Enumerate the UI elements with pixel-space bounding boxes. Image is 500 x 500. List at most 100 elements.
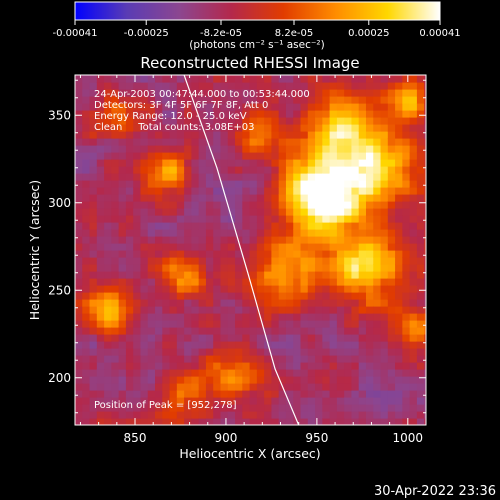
heatmap-cell	[242, 138, 251, 146]
heatmap-cell	[82, 194, 91, 202]
heatmap-cell	[264, 208, 273, 216]
heatmap-cell	[358, 201, 367, 209]
heatmap-cell	[307, 404, 316, 412]
heatmap-cell	[205, 271, 214, 279]
heatmap-cell	[176, 320, 185, 328]
heatmap-cell	[395, 285, 403, 293]
heatmap-cell	[249, 138, 258, 146]
heatmap-cell	[329, 187, 338, 195]
heatmap-cell	[140, 278, 149, 286]
heatmap-cell	[155, 89, 163, 97]
heatmap-cell	[285, 173, 294, 181]
heatmap-cell	[424, 327, 426, 335]
heatmap-cell	[235, 152, 243, 160]
heatmap-cell	[271, 124, 280, 132]
heatmap-cell	[300, 173, 309, 181]
heatmap-cell	[322, 145, 331, 153]
heatmap-cell	[111, 327, 120, 335]
annotation-time-range: 24-Apr-2003 00:47:44.000 to 00:53:44.000	[94, 89, 310, 100]
heatmap-cell	[176, 145, 185, 153]
heatmap-cell	[220, 159, 229, 167]
heatmap-cell	[271, 390, 280, 398]
heatmap-cell	[395, 376, 403, 384]
heatmap-cell	[111, 180, 120, 188]
heatmap-cell	[416, 117, 425, 125]
heatmap-cell	[205, 362, 214, 370]
heatmap-cell	[300, 411, 309, 419]
heatmap-cell	[285, 320, 294, 328]
heatmap-cell	[322, 341, 331, 349]
heatmap-cell	[387, 341, 396, 349]
heatmap-cell	[271, 362, 280, 370]
heatmap-cell	[329, 327, 338, 335]
heatmap-cell	[213, 201, 222, 209]
heatmap-cell	[191, 292, 200, 300]
heatmap-cell	[96, 152, 105, 160]
heatmap-cell	[104, 334, 112, 342]
heatmap-cell	[147, 124, 156, 132]
heatmap-cell	[336, 278, 345, 286]
heatmap-cell	[125, 271, 134, 279]
heatmap-cell	[176, 82, 185, 90]
heatmap-cell	[242, 355, 251, 363]
heatmap-cell	[89, 124, 98, 132]
heatmap-cell	[329, 236, 338, 244]
heatmap-cell	[409, 411, 418, 419]
heatmap-cell	[358, 271, 367, 279]
heatmap-cell	[373, 250, 382, 258]
heatmap-cell	[395, 313, 403, 321]
heatmap-cell	[293, 103, 302, 111]
heatmap-cell	[242, 362, 251, 370]
heatmap-cell	[147, 348, 156, 356]
heatmap-cell	[380, 96, 389, 104]
heatmap-cell	[227, 138, 236, 146]
heatmap-cell	[307, 103, 316, 111]
heatmap-cell	[125, 334, 134, 342]
heatmap-cell	[300, 299, 309, 307]
heatmap-cell	[155, 271, 163, 279]
heatmap-cell	[220, 166, 229, 174]
heatmap-cell	[365, 187, 374, 195]
heatmap-cell	[402, 334, 411, 342]
heatmap-cell	[300, 327, 309, 335]
x-tick-label: 850	[124, 431, 147, 445]
heatmap-cell	[424, 334, 426, 342]
heatmap-cell	[96, 89, 105, 97]
colorbar-tick-label: 0.00025	[348, 28, 389, 39]
heatmap-cell	[344, 89, 353, 97]
heatmap-cell	[293, 320, 302, 328]
heatmap-cell	[176, 229, 185, 237]
heatmap-cell	[118, 152, 127, 160]
heatmap-cell	[162, 376, 171, 384]
heatmap-cell	[82, 89, 91, 97]
heatmap-cell	[344, 299, 353, 307]
heatmap-cell	[373, 418, 382, 425]
heatmap-cell	[140, 327, 149, 335]
heatmap-cell	[256, 341, 265, 349]
heatmap-cell	[365, 201, 374, 209]
heatmap-cell	[416, 313, 425, 321]
heatmap-cell	[125, 187, 134, 195]
heatmap-cell	[322, 362, 331, 370]
heatmap-cell	[176, 369, 185, 377]
heatmap-cell	[358, 229, 367, 237]
heatmap-cell	[387, 187, 396, 195]
heatmap-cell	[293, 250, 302, 258]
annotation-clean-counts: Clean Total counts: 3.08E+03	[94, 122, 254, 133]
heatmap-cell	[300, 152, 309, 160]
heatmap-cell	[227, 145, 236, 153]
heatmap-cell	[387, 278, 396, 286]
heatmap-cell	[242, 243, 251, 251]
heatmap-cell	[409, 110, 418, 118]
annotation-energy-range: Energy Range: 12.0 - 25.0 keV	[94, 111, 247, 122]
heatmap-cell	[176, 152, 185, 160]
heatmap-cell	[249, 131, 258, 139]
heatmap-cell	[82, 278, 91, 286]
heatmap-cell	[402, 96, 411, 104]
heatmap-cell	[256, 187, 265, 195]
heatmap-cell	[380, 159, 389, 167]
heatmap-cell	[278, 306, 287, 314]
heatmap-cell	[344, 173, 353, 181]
heatmap-cell	[336, 404, 345, 412]
heatmap-cell	[82, 187, 91, 195]
